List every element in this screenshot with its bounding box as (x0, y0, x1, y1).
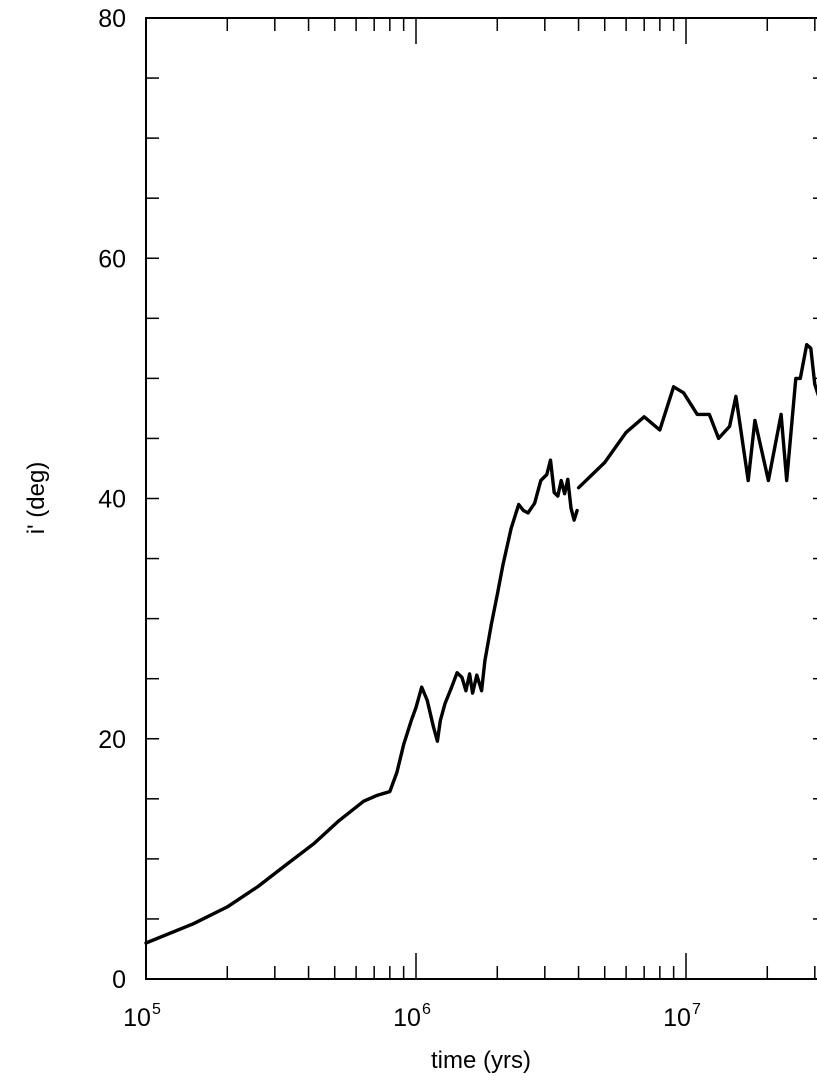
x-axis-label: time (yrs) (431, 1047, 531, 1074)
tick-labels: 0 20 40 60 80 105 106 107 (98, 5, 701, 1032)
series-line-2 (576, 343, 817, 490)
y-tick-label: 80 (98, 5, 126, 33)
x-tick-label: 106 (393, 1001, 431, 1032)
series-line-1 (144, 458, 579, 945)
y-axis-label: i' (deg) (23, 462, 50, 535)
x-tick-label: 105 (123, 1001, 161, 1032)
tick-marks (145, 17, 817, 980)
series-layer (144, 343, 817, 945)
x-tick-label: 107 (663, 1001, 701, 1032)
y-tick-label: 40 (98, 486, 126, 514)
y-tick-label: 60 (98, 245, 126, 273)
y-tick-label: 20 (98, 726, 126, 754)
y-tick-label: 0 (112, 966, 126, 994)
